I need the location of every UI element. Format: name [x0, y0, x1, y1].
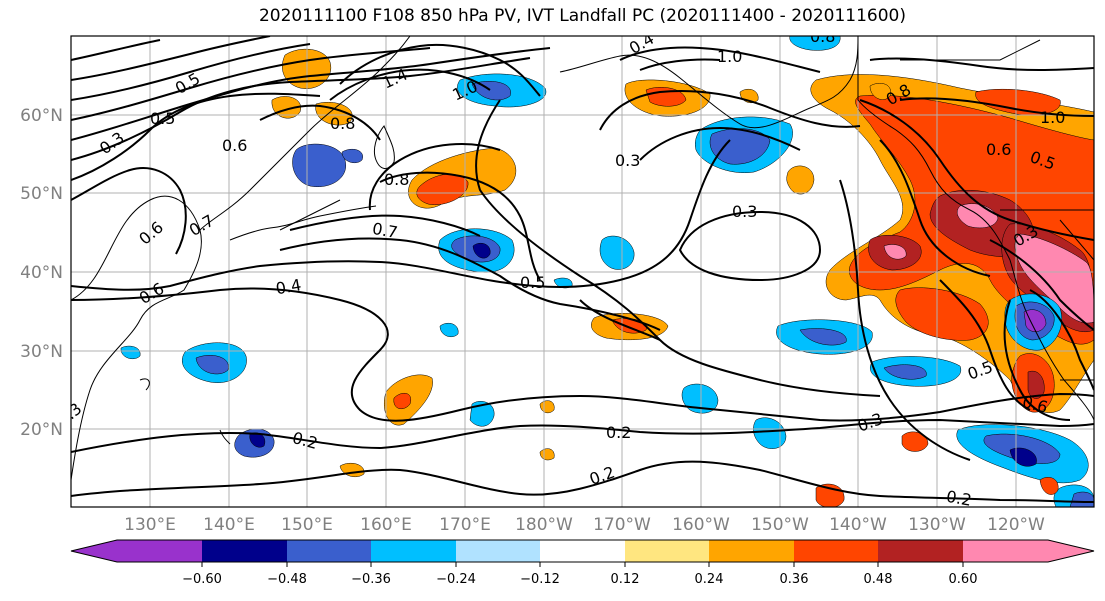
colorbar-tick-label: 0.24	[695, 572, 724, 587]
lat-label: 30°N	[20, 342, 63, 362]
lon-label: 140°E	[203, 515, 255, 535]
lon-label: 180°W	[515, 515, 573, 535]
longitude-labels: 130°E 140°E 150°E 160°E 170°E 180°W 170°…	[124, 515, 1045, 535]
shaded-anomalies	[120, 36, 1094, 507]
colorbar-tick-label: 0.48	[864, 572, 893, 587]
lon-label: 140°W	[829, 515, 887, 535]
contour-label: 1.0	[717, 47, 742, 66]
lon-label: 170°W	[593, 515, 651, 535]
colorbar-tick-label: −0.48	[267, 572, 307, 587]
lon-label: 120°W	[987, 515, 1045, 535]
colorbar-segment	[202, 540, 287, 562]
lat-label: 60°N	[20, 106, 63, 126]
colorbar-segment	[878, 540, 963, 562]
lat-label: 20°N	[20, 420, 63, 440]
contour-label: 1.0	[1040, 108, 1065, 127]
contour-label: 0.6	[222, 136, 247, 155]
lon-label: 160°E	[360, 515, 412, 535]
contour-label: 0.2	[606, 423, 631, 442]
colorbar-segment	[287, 540, 371, 562]
colorbar-tick-label: −0.60	[182, 572, 222, 587]
colorbar: −0.60 −0.48 −0.36 −0.24 −0.12 0.12 0.24 …	[70, 539, 1095, 587]
contour-label: 0.3	[732, 202, 757, 221]
colorbar-ticks	[201, 562, 964, 567]
colorbar-tick-label: −0.12	[520, 572, 560, 587]
contour-label: 0.2	[945, 487, 973, 510]
colorbar-segment	[540, 540, 625, 562]
colorbar-tick-label: −0.24	[436, 572, 476, 587]
lon-label: 130°W	[908, 515, 966, 535]
contour-label: 0.3	[615, 151, 640, 170]
colorbar-segment	[456, 540, 540, 562]
lon-label: 170°E	[439, 515, 491, 535]
contour-label: 0.5	[520, 273, 545, 292]
map-frame	[70, 35, 1095, 508]
lon-label: 160°W	[672, 515, 730, 535]
colorbar-segment	[709, 540, 794, 562]
colorbar-segment	[117, 540, 202, 562]
contour-label: 0.7	[371, 219, 399, 242]
map-area: 1.0 0.8 1.4 1.0 0.4 0.8 0.3 0.5 0.6 1.0 …	[71, 27, 1094, 510]
lon-label: 130°E	[124, 515, 176, 535]
lon-label: 150°E	[281, 515, 333, 535]
contour-label: 0.8	[330, 114, 355, 133]
pv-contours	[71, 36, 1094, 503]
colorbar-segment	[625, 540, 709, 562]
latitude-labels: 60°N 50°N 40°N 30°N 20°N	[20, 106, 63, 440]
coastlines	[71, 36, 1094, 481]
colorbar-outline	[70, 539, 1095, 563]
lat-label: 50°N	[20, 184, 63, 204]
colorbar-segment	[1048, 540, 1094, 562]
contour-label: 0.8	[384, 170, 409, 189]
colorbar-segment	[71, 540, 117, 562]
contour-label: 0.5	[150, 109, 175, 128]
colorbar-tick-label: 0.12	[611, 572, 640, 587]
lon-label: 150°W	[751, 515, 809, 535]
map-title: 2020111100 F108 850 hPa PV, IVT Landfall…	[258, 6, 906, 26]
contour-label: 0.6	[986, 140, 1011, 159]
colorbar-tick-label: 0.60	[949, 572, 978, 587]
contour-label: 0.4	[274, 275, 302, 298]
colorbar-tick-label: 0.36	[780, 572, 809, 587]
colorbar-segment	[963, 540, 1048, 562]
graticule	[71, 36, 1094, 507]
lat-label: 40°N	[20, 263, 63, 283]
colorbar-segment	[371, 540, 456, 562]
colorbar-segment	[794, 540, 878, 562]
colorbar-tick-label: −0.36	[351, 572, 391, 587]
contour-label: 0.8	[810, 27, 835, 46]
